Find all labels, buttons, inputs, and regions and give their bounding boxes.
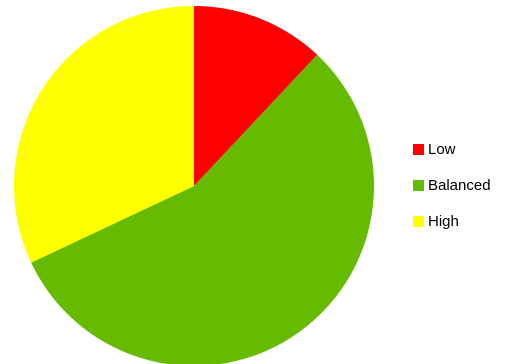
pie-slice-balanced — [31, 54, 374, 364]
legend-item-balanced: Balanced — [413, 176, 521, 195]
legend-item-low: Low — [413, 140, 521, 159]
legend-item-high: High — [413, 212, 521, 231]
pie-slice-low — [194, 6, 318, 186]
legend-label-balanced: Balanced — [428, 177, 491, 194]
legend-label-high: High — [428, 213, 459, 230]
chart-legend: Low Balanced High — [413, 140, 521, 248]
legend-swatch-high — [413, 216, 424, 227]
pie-slice-high — [13, 6, 194, 263]
legend-swatch-balanced — [413, 180, 424, 191]
legend-swatch-low — [413, 144, 424, 155]
legend-label-low: Low — [428, 141, 456, 158]
